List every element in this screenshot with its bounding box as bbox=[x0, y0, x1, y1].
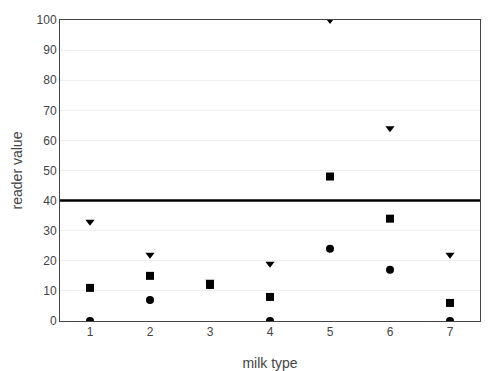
svg-text:7: 7 bbox=[447, 325, 454, 339]
svg-text:60: 60 bbox=[43, 134, 57, 148]
svg-text:2: 2 bbox=[147, 325, 154, 339]
svg-text:reader value: reader value bbox=[9, 131, 25, 209]
svg-text:90: 90 bbox=[43, 43, 57, 57]
svg-text:100: 100 bbox=[37, 13, 57, 27]
svg-text:0: 0 bbox=[50, 314, 57, 328]
svg-text:milk type: milk type bbox=[242, 355, 297, 371]
svg-text:40: 40 bbox=[43, 194, 57, 208]
svg-text:50: 50 bbox=[43, 164, 57, 178]
svg-text:10: 10 bbox=[43, 284, 57, 298]
svg-text:70: 70 bbox=[43, 104, 57, 118]
svg-text:4: 4 bbox=[267, 325, 274, 339]
svg-text:20: 20 bbox=[43, 254, 57, 268]
svg-text:30: 30 bbox=[43, 224, 57, 238]
svg-text:3: 3 bbox=[207, 325, 214, 339]
svg-text:1: 1 bbox=[87, 325, 94, 339]
svg-text:6: 6 bbox=[387, 325, 394, 339]
svg-text:5: 5 bbox=[327, 325, 334, 339]
svg-text:80: 80 bbox=[43, 73, 57, 87]
